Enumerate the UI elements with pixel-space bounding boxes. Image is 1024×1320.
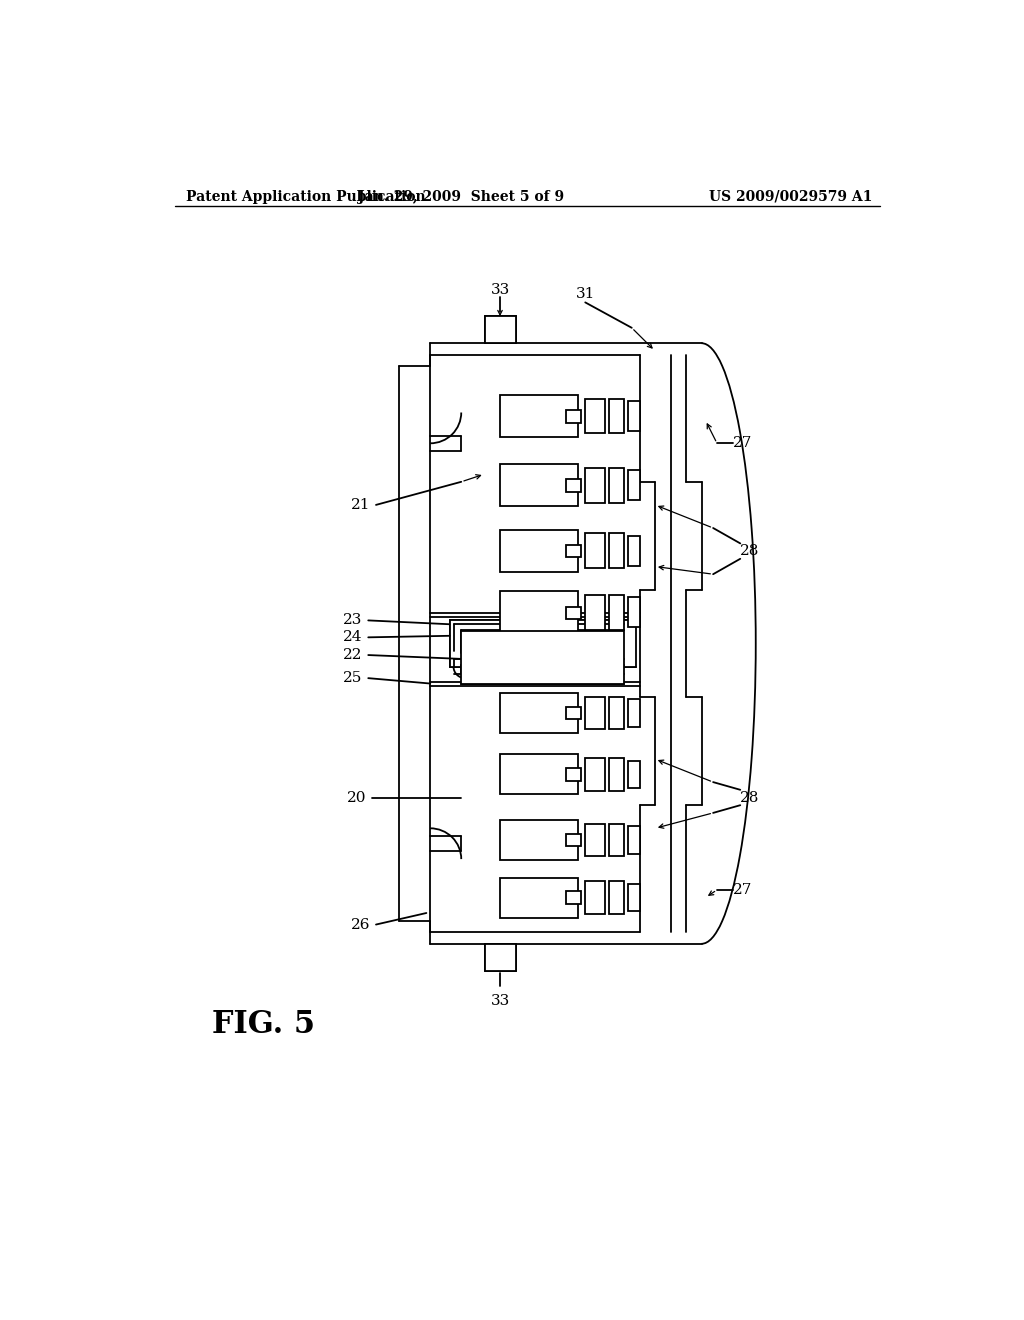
Bar [608, 595, 624, 630]
Text: 33: 33 [490, 994, 510, 1008]
Bar [586, 882, 604, 913]
Bar [586, 697, 604, 729]
Bar [500, 529, 578, 572]
Bar [608, 469, 624, 503]
Bar [450, 620, 636, 667]
Bar [628, 884, 640, 911]
Bar [586, 533, 604, 568]
Bar [566, 479, 582, 492]
Bar [628, 470, 640, 500]
Text: 27: 27 [732, 437, 752, 450]
Text: Patent Application Publication: Patent Application Publication [186, 190, 426, 203]
Text: 33: 33 [490, 282, 510, 297]
Bar [628, 536, 640, 566]
Bar [566, 834, 582, 846]
Bar [586, 758, 604, 791]
Bar [628, 700, 640, 726]
Bar [484, 317, 515, 343]
Text: 28: 28 [740, 791, 760, 804]
Text: 20: 20 [347, 791, 367, 804]
Text: Jan. 29, 2009  Sheet 5 of 9: Jan. 29, 2009 Sheet 5 of 9 [358, 190, 564, 203]
Bar [608, 399, 624, 433]
Text: 22: 22 [343, 648, 362, 663]
Bar [628, 598, 640, 627]
Bar [586, 824, 604, 857]
Bar [608, 533, 624, 568]
Bar [608, 824, 624, 857]
Text: 21: 21 [351, 498, 371, 512]
Bar [566, 545, 582, 557]
Bar [500, 591, 578, 634]
Bar [484, 944, 515, 970]
Text: 23: 23 [343, 614, 362, 627]
Text: 31: 31 [575, 286, 595, 301]
Bar [566, 607, 582, 619]
Bar [566, 411, 582, 422]
Bar [608, 882, 624, 913]
Bar [500, 395, 578, 437]
Bar [500, 465, 578, 507]
Bar [500, 878, 578, 917]
Bar [608, 758, 624, 791]
Bar [628, 401, 640, 430]
Bar [566, 768, 582, 780]
Text: 24: 24 [343, 631, 362, 644]
Bar [566, 891, 582, 904]
Bar [586, 469, 604, 503]
Bar [628, 760, 640, 788]
Bar [500, 820, 578, 859]
Text: US 2009/0029579 A1: US 2009/0029579 A1 [710, 190, 872, 203]
Text: 26: 26 [351, 917, 371, 932]
Text: 25: 25 [343, 671, 362, 685]
Text: 28: 28 [740, 544, 760, 558]
Bar [628, 826, 640, 854]
Bar [500, 693, 578, 733]
Bar [608, 697, 624, 729]
Bar [461, 631, 624, 684]
Bar [586, 595, 604, 630]
Bar [586, 399, 604, 433]
Bar [500, 755, 578, 795]
Text: FIG. 5: FIG. 5 [212, 1010, 315, 1040]
Text: 27: 27 [732, 883, 752, 896]
Bar [566, 706, 582, 719]
